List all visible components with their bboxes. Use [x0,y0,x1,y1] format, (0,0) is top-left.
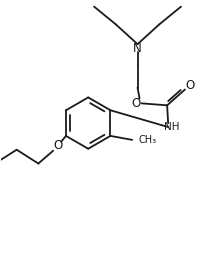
Text: O: O [131,97,140,110]
Text: O: O [185,79,194,92]
Text: NH: NH [164,122,180,132]
Text: CH₃: CH₃ [138,135,156,145]
Text: O: O [53,139,63,152]
Text: N: N [133,42,142,55]
